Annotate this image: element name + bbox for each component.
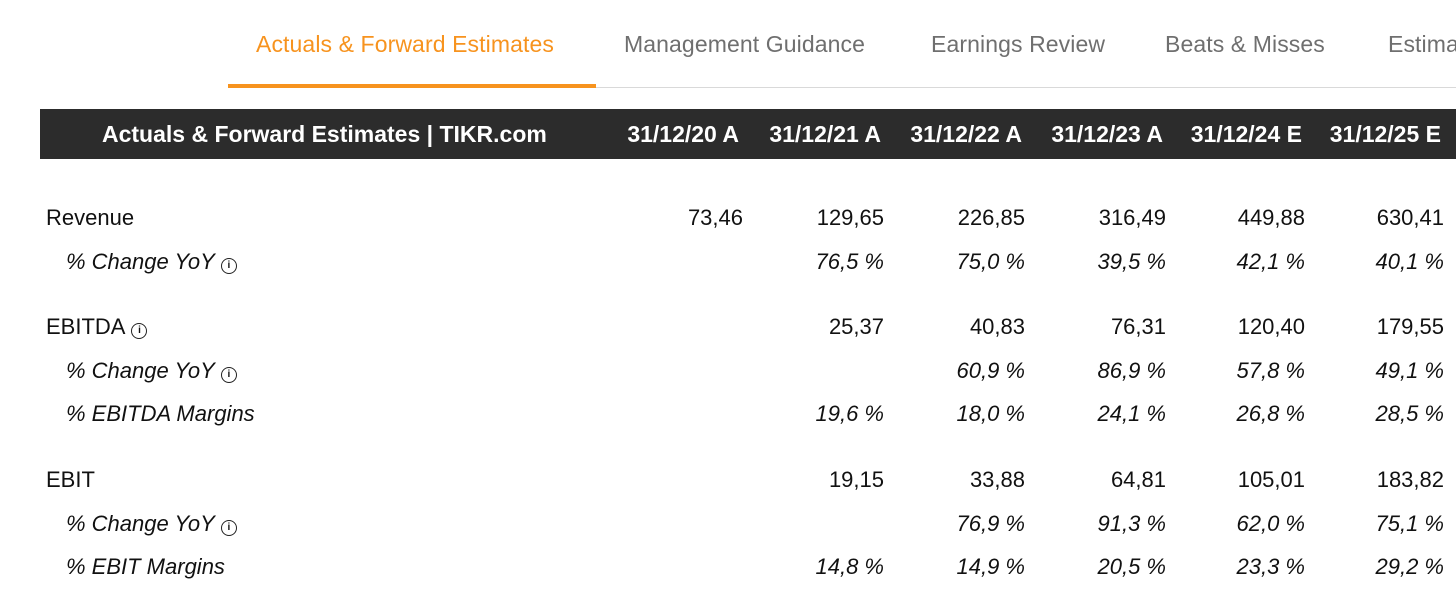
row-label-text: EBITDA [46, 314, 126, 339]
row-label-text: % Change YoY [66, 249, 215, 274]
tab-divider [228, 87, 1456, 88]
table-cell: 91,3 % [1097, 511, 1167, 536]
tab-actuals-forward-estimates[interactable]: Actuals & Forward Estimates [256, 31, 554, 57]
table-cell: 29,2 % [1375, 554, 1445, 579]
table-row: % Change YoY i 60,9 % 86,9 % 57,8 % 49,1 % [40, 350, 1456, 390]
row-label: EBIT [46, 467, 95, 493]
row-label: % Change YoY i [66, 249, 237, 275]
info-icon[interactable]: i [220, 367, 237, 383]
row-label: EBITDA i [46, 314, 148, 340]
table-row: % EBIT Margins 14,8 % 14,9 % 20,5 % 23,3 % 29… [40, 546, 1456, 586]
table-cell: 179,55 [1376, 314, 1444, 339]
table-cell: 28,5 % [1375, 401, 1445, 426]
table-cell: 33,88 [969, 467, 1025, 492]
table-cell: 60,9 % [956, 358, 1026, 383]
row-label: % Change YoY i [66, 511, 237, 537]
table-cell: 20,5 % [1097, 554, 1167, 579]
tab-beats-misses[interactable]: Beats & Misses [1165, 31, 1325, 57]
table-row: EBITDA i 25,37 40,83 76,31 120,40 179,55 [40, 306, 1456, 346]
table-cell: 26,8 % [1236, 401, 1306, 426]
info-icon[interactable]: i [220, 520, 237, 536]
row-label-text: % EBIT Margins [66, 554, 225, 579]
table-cell: 64,81 [1110, 467, 1166, 492]
row-label-text: % Change YoY [66, 358, 215, 383]
row-label-text: EBIT [46, 467, 95, 492]
table-cell: 76,9 % [956, 511, 1026, 536]
column-header[interactable]: 31/12/25 E [1329, 121, 1441, 147]
table-cell: 42,1 % [1236, 249, 1306, 274]
tab-management-guidance[interactable]: Management Guidance [624, 31, 865, 57]
table-cell: 40,1 % [1375, 249, 1445, 274]
table-cell: 25,37 [828, 314, 884, 339]
table-cell: 39,5 % [1097, 249, 1167, 274]
table-cell: 75,1 % [1375, 511, 1445, 536]
table-cell: 73,46 [687, 205, 743, 230]
table-cell: 19,6 % [815, 401, 885, 426]
table-cell: 183,82 [1376, 467, 1444, 492]
table-cell: 129,65 [816, 205, 884, 230]
table-cell: 316,49 [1098, 205, 1166, 230]
info-icon[interactable]: i [131, 323, 148, 339]
table-cell: 40,83 [969, 314, 1025, 339]
row-label: % EBIT Margins [66, 554, 225, 580]
table-cell: 23,3 % [1236, 554, 1306, 579]
column-header[interactable]: 31/12/21 A [769, 121, 881, 147]
column-header[interactable]: 31/12/23 A [1051, 121, 1163, 147]
tab-earnings-review[interactable]: Earnings Review [931, 31, 1106, 57]
table-row: Revenue 73,46 129,65 226,85 316,49 449,88 630,… [40, 197, 1456, 237]
active-tab-indicator [228, 84, 596, 88]
table-cell: 19,15 [828, 467, 884, 492]
table-cell: 76,5 % [815, 249, 885, 274]
table-title: Actuals & Forward Estimates | TIKR.com [102, 121, 547, 147]
table-cell: 24,1 % [1097, 401, 1167, 426]
row-label: % EBITDA Margins [66, 401, 255, 427]
row-label-text: % EBITDA Margins [66, 401, 255, 426]
info-icon[interactable]: i [220, 258, 237, 274]
table-cell: 105,01 [1237, 467, 1305, 492]
table-cell: 14,8 % [815, 554, 885, 579]
table-cell: 49,1 % [1375, 358, 1445, 383]
row-label-text: Revenue [46, 205, 135, 230]
table-cell: 75,0 % [956, 249, 1026, 274]
table-cell: 57,8 % [1236, 358, 1306, 383]
table-row: % EBITDA Margins 19,6 % 18,0 % 24,1 % 26,8 %… [40, 393, 1456, 433]
table-row: % Change YoY i 76,5 % 75,0 % 39,5 % 42,1 % 40,… [40, 241, 1456, 281]
table-row: % Change YoY i 76,9 % 91,3 % 62,0 % 75,1 % [40, 503, 1456, 543]
table-header: Actuals & Forward Estimates | TIKR.com 3… [40, 109, 1456, 159]
table-cell: 226,85 [957, 205, 1025, 230]
row-label: Revenue [46, 205, 134, 231]
tab-bar: Actuals & Forward Estimates Management G… [0, 0, 1456, 88]
tab-estimates[interactable]: Estima [1388, 31, 1456, 57]
column-header[interactable]: 31/12/22 A [910, 121, 1022, 147]
table-cell: 120,40 [1237, 314, 1305, 339]
table-cell: 449,88 [1237, 205, 1305, 230]
table-cell: 630,41 [1376, 205, 1444, 230]
table-row: EBIT 19,15 33,88 64,81 105,01 183,82 [40, 459, 1456, 499]
column-header[interactable]: 31/12/20 A [627, 121, 739, 147]
table-cell: 14,9 % [956, 554, 1026, 579]
table-cell: 76,31 [1110, 314, 1166, 339]
table-cell: 62,0 % [1236, 511, 1306, 536]
table-cell: 86,9 % [1097, 358, 1167, 383]
column-header[interactable]: 31/12/24 E [1190, 121, 1302, 147]
table-cell: 18,0 % [956, 401, 1026, 426]
row-label-text: % Change YoY [66, 511, 215, 536]
row-label: % Change YoY i [66, 358, 237, 384]
